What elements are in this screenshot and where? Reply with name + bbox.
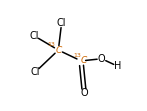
Text: H: H bbox=[114, 61, 122, 71]
Text: O: O bbox=[81, 88, 88, 98]
Text: 13: 13 bbox=[47, 42, 55, 47]
Text: C: C bbox=[81, 56, 87, 65]
Text: Cl: Cl bbox=[30, 31, 39, 41]
Text: Cl: Cl bbox=[57, 18, 66, 28]
Text: C: C bbox=[55, 46, 61, 55]
Text: Cl: Cl bbox=[31, 67, 40, 77]
Text: 13: 13 bbox=[74, 53, 82, 58]
Text: O: O bbox=[98, 54, 105, 64]
